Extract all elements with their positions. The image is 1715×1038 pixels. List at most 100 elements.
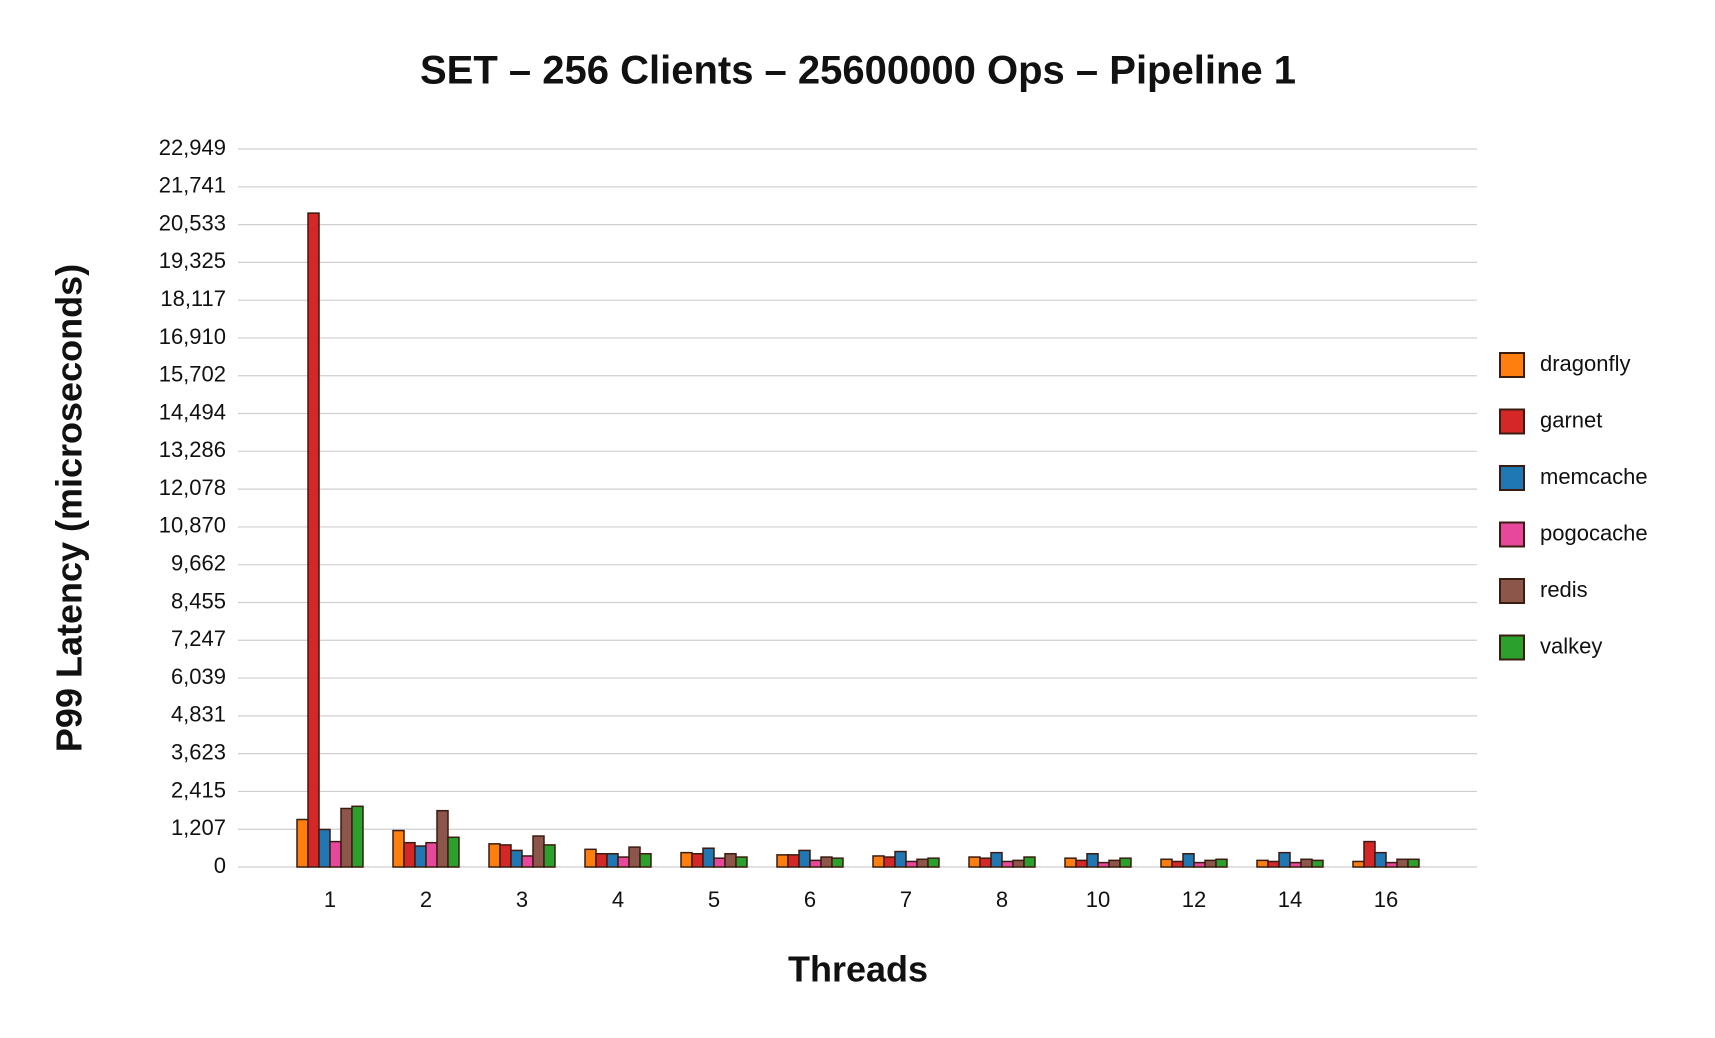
y-tick-label: 2,415 bbox=[171, 777, 226, 802]
y-tick-label: 22,949 bbox=[159, 135, 226, 160]
bar bbox=[1374, 851, 1387, 868]
bar bbox=[414, 845, 427, 868]
bar bbox=[318, 828, 331, 868]
y-tick-label: 14,494 bbox=[159, 399, 226, 424]
bar bbox=[1001, 860, 1014, 868]
bar bbox=[916, 858, 929, 868]
bar bbox=[968, 856, 981, 868]
bar bbox=[1064, 857, 1077, 868]
bar bbox=[1385, 861, 1398, 868]
bar bbox=[883, 856, 896, 868]
bar bbox=[1256, 859, 1269, 868]
y-tick-label: 9,662 bbox=[171, 551, 226, 576]
y-tick-label: 16,910 bbox=[159, 324, 226, 349]
chart-title: SET – 256 Clients – 25600000 Ops – Pipel… bbox=[420, 49, 1296, 93]
y-tick-label: 6,039 bbox=[171, 664, 226, 689]
bar bbox=[1075, 859, 1088, 868]
bar bbox=[776, 854, 789, 868]
y-tick-label: 1,207 bbox=[171, 815, 226, 840]
y-axis-title: P99 Latency (microseconds) bbox=[49, 264, 90, 752]
legend-label: memcache bbox=[1540, 464, 1648, 489]
x-tick-label: 12 bbox=[1182, 887, 1206, 912]
bar bbox=[595, 852, 608, 868]
bar bbox=[927, 857, 940, 868]
bar bbox=[680, 851, 693, 868]
bar bbox=[543, 844, 556, 868]
bar bbox=[617, 856, 630, 868]
bar bbox=[639, 852, 652, 868]
legend-swatch bbox=[1499, 521, 1525, 548]
bar bbox=[1023, 856, 1036, 868]
x-tick-label: 2 bbox=[420, 887, 432, 912]
bar bbox=[307, 212, 320, 868]
y-tick-label: 10,870 bbox=[159, 513, 226, 538]
bar bbox=[1193, 861, 1206, 868]
bar bbox=[351, 805, 364, 868]
legend-label: garnet bbox=[1540, 407, 1602, 432]
y-tick-label: 15,702 bbox=[159, 362, 226, 387]
x-tick-label: 14 bbox=[1278, 887, 1302, 912]
bar bbox=[1278, 851, 1291, 868]
bar bbox=[691, 852, 704, 868]
bar bbox=[1119, 857, 1132, 868]
bar bbox=[425, 841, 438, 868]
bar bbox=[1160, 858, 1173, 868]
x-tick-label: 6 bbox=[804, 887, 816, 912]
y-tick-label: 0 bbox=[214, 853, 226, 878]
x-tick-label: 5 bbox=[708, 887, 720, 912]
bar bbox=[1300, 858, 1313, 868]
y-tick-label: 18,117 bbox=[160, 286, 226, 311]
bar bbox=[905, 860, 918, 868]
y-tick-label: 20,533 bbox=[159, 210, 226, 235]
bar bbox=[1407, 858, 1420, 868]
bar bbox=[340, 807, 353, 868]
bar bbox=[584, 848, 597, 868]
legend-label: redis bbox=[1540, 577, 1588, 602]
x-tick-label: 10 bbox=[1086, 887, 1110, 912]
y-tick-label: 21,741 bbox=[159, 173, 226, 198]
bar bbox=[894, 850, 907, 868]
bar bbox=[787, 854, 800, 868]
legend-swatch bbox=[1499, 408, 1525, 435]
y-tick-label: 12,078 bbox=[159, 475, 226, 500]
bar bbox=[1352, 860, 1365, 868]
legend-label: valkey bbox=[1540, 633, 1602, 658]
x-tick-label: 4 bbox=[612, 887, 624, 912]
legend-swatch bbox=[1499, 634, 1525, 661]
legend-swatch bbox=[1499, 465, 1525, 491]
bar bbox=[1311, 859, 1324, 868]
bar bbox=[1097, 861, 1110, 868]
legend-swatch bbox=[1499, 352, 1525, 378]
bar bbox=[1204, 859, 1217, 868]
y-tick-label: 4,831 bbox=[171, 702, 226, 727]
bar bbox=[329, 840, 342, 868]
bar bbox=[1171, 860, 1184, 868]
bar bbox=[606, 852, 619, 868]
bar bbox=[510, 849, 523, 868]
y-tick-label: 19,325 bbox=[159, 248, 226, 273]
bar bbox=[809, 859, 822, 868]
x-tick-label: 16 bbox=[1374, 887, 1398, 912]
bar bbox=[1215, 858, 1228, 868]
bar bbox=[1363, 840, 1376, 868]
legend-label: pogocache bbox=[1540, 520, 1648, 545]
x-tick-label: 8 bbox=[996, 887, 1008, 912]
bar bbox=[296, 818, 309, 868]
bar bbox=[436, 809, 449, 868]
bar bbox=[1086, 852, 1099, 868]
bar bbox=[702, 847, 715, 868]
bar bbox=[831, 857, 844, 868]
y-tick-label: 7,247 bbox=[171, 626, 226, 651]
bar bbox=[1108, 859, 1121, 868]
x-tick-label: 1 bbox=[324, 887, 336, 912]
bar bbox=[979, 857, 992, 868]
bar bbox=[872, 855, 885, 868]
bar bbox=[532, 835, 545, 868]
bar bbox=[1289, 861, 1302, 868]
x-tick-label: 7 bbox=[900, 887, 912, 912]
bar bbox=[990, 851, 1003, 868]
legend-label: dragonfly bbox=[1540, 351, 1631, 376]
bar bbox=[447, 836, 460, 868]
bar bbox=[499, 844, 512, 868]
